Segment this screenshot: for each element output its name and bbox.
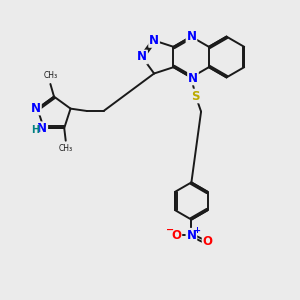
- Text: CH₃: CH₃: [43, 71, 58, 80]
- Text: N: N: [137, 50, 147, 64]
- Text: N: N: [149, 34, 159, 47]
- Text: N: N: [187, 30, 196, 43]
- Text: N: N: [186, 229, 197, 242]
- Text: −: −: [166, 225, 175, 235]
- Text: CH₃: CH₃: [59, 144, 73, 153]
- Text: N: N: [31, 101, 41, 115]
- Text: S: S: [191, 89, 200, 103]
- Text: N: N: [37, 122, 47, 135]
- Text: O: O: [202, 235, 213, 248]
- Text: N: N: [188, 71, 198, 85]
- Text: O: O: [171, 229, 182, 242]
- Text: +: +: [193, 226, 200, 235]
- Text: H: H: [31, 125, 39, 135]
